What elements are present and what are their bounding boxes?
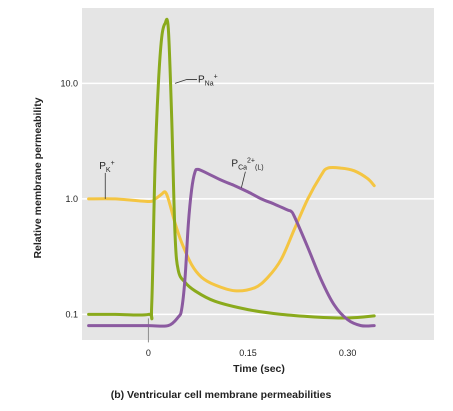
annotation-leader [174, 79, 197, 84]
series-line [87, 165, 376, 293]
series-annotation: PCa2+(L) [231, 158, 264, 188]
x-tick-labels: 0 0.15 0.30 [146, 348, 357, 358]
series-label: PNa+ [198, 73, 218, 87]
plot-area [82, 8, 434, 340]
x-tick-label: 0 [146, 348, 151, 358]
x-tick-label: 0.15 [239, 348, 257, 358]
series-lines [87, 17, 376, 328]
chart-caption: (b) Ventricular cell membrane permeabili… [111, 389, 332, 401]
annotation-leader [241, 171, 246, 188]
series-annotation: PNa+ [174, 73, 218, 87]
series-line [87, 17, 376, 321]
series-annotation: PK+ [99, 160, 115, 199]
series-label: PCa2+(L) [231, 158, 263, 172]
x-tick-label: 0.30 [339, 348, 357, 358]
x-axis-label: Time (sec) [233, 363, 285, 375]
y-tick-labels: 0.1 1.0 10.0 [60, 78, 78, 319]
series-line [87, 167, 376, 328]
y-axis-label: Relative membrane permeability [32, 97, 44, 258]
y-tick-label: 10.0 [60, 78, 78, 88]
y-tick-label: 0.1 [65, 309, 78, 319]
series-label: PK+ [99, 160, 114, 174]
series-annotations: PNa+ PK+ PCa2+(L) [99, 73, 264, 199]
y-tick-label: 1.0 [65, 194, 78, 204]
